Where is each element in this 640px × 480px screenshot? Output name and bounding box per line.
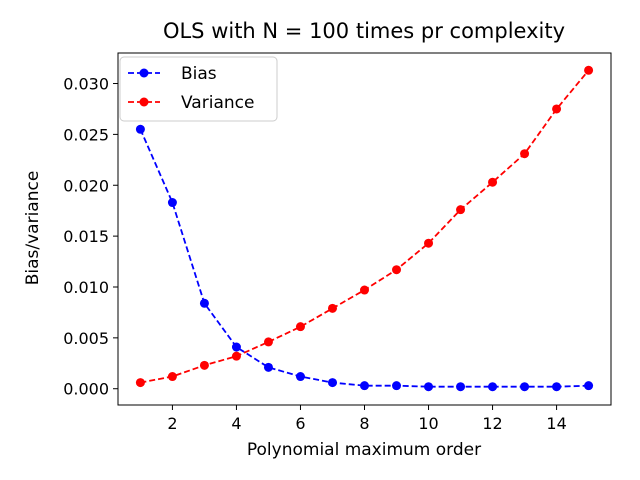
data-point-bias — [392, 381, 402, 391]
data-point-variance — [199, 360, 209, 370]
x-tick-label: 10 — [418, 414, 438, 433]
y-tick-label: 0.010 — [63, 278, 109, 297]
y-tick-label: 0.030 — [63, 75, 109, 94]
x-tick-label: 4 — [231, 414, 241, 433]
data-point-variance — [552, 104, 562, 114]
x-tick-label: 6 — [295, 414, 305, 433]
y-tick-label: 0.015 — [63, 227, 109, 246]
data-point-variance — [456, 205, 466, 215]
data-point-bias — [456, 382, 466, 392]
data-point-variance — [231, 351, 241, 361]
data-point-variance — [424, 238, 434, 248]
legend-bias-label: Bias — [181, 64, 217, 84]
y-tick-label: 0.000 — [63, 380, 109, 399]
data-point-bias — [584, 381, 594, 391]
y-tick-label: 0.005 — [63, 329, 109, 348]
data-point-bias — [424, 382, 434, 392]
data-point-variance — [327, 303, 337, 313]
data-point-bias — [295, 372, 305, 382]
data-point-bias — [135, 124, 145, 134]
data-point-bias — [360, 381, 369, 391]
data-point-bias — [231, 342, 241, 352]
data-point-variance — [263, 337, 273, 347]
data-point-variance — [167, 372, 177, 382]
data-point-bias — [488, 382, 498, 392]
y-axis-label: Bias/variance — [23, 171, 43, 286]
data-point-variance — [295, 322, 305, 332]
data-point-bias — [263, 362, 273, 372]
legend-variance-label: Variance — [181, 93, 254, 113]
data-point-bias — [327, 378, 337, 388]
chart-title: OLS with N = 100 times pr complexity — [163, 19, 565, 43]
series-line-bias — [139, 128, 589, 388]
legend-variance-marker — [139, 97, 149, 107]
data-point-variance — [135, 378, 145, 388]
data-point-bias — [199, 298, 209, 308]
x-tick-label: 14 — [546, 414, 566, 433]
data-point-variance — [488, 177, 498, 187]
legend-bias-marker — [139, 68, 149, 78]
y-tick-label: 0.020 — [63, 176, 109, 195]
data-point-bias — [520, 382, 530, 392]
y-tick-label: 0.025 — [63, 125, 109, 144]
x-tick-label: 2 — [167, 414, 177, 433]
x-axis-label: Polynomial maximum order — [247, 440, 481, 460]
data-point-variance — [360, 285, 369, 295]
legend: Bias Variance — [119, 56, 278, 122]
x-tick-label: 8 — [359, 414, 369, 433]
data-point-variance — [392, 265, 402, 275]
data-point-variance — [520, 149, 530, 159]
data-point-bias — [167, 198, 177, 208]
data-point-bias — [552, 382, 562, 392]
x-tick-label: 12 — [482, 414, 502, 433]
data-point-variance — [584, 65, 594, 75]
